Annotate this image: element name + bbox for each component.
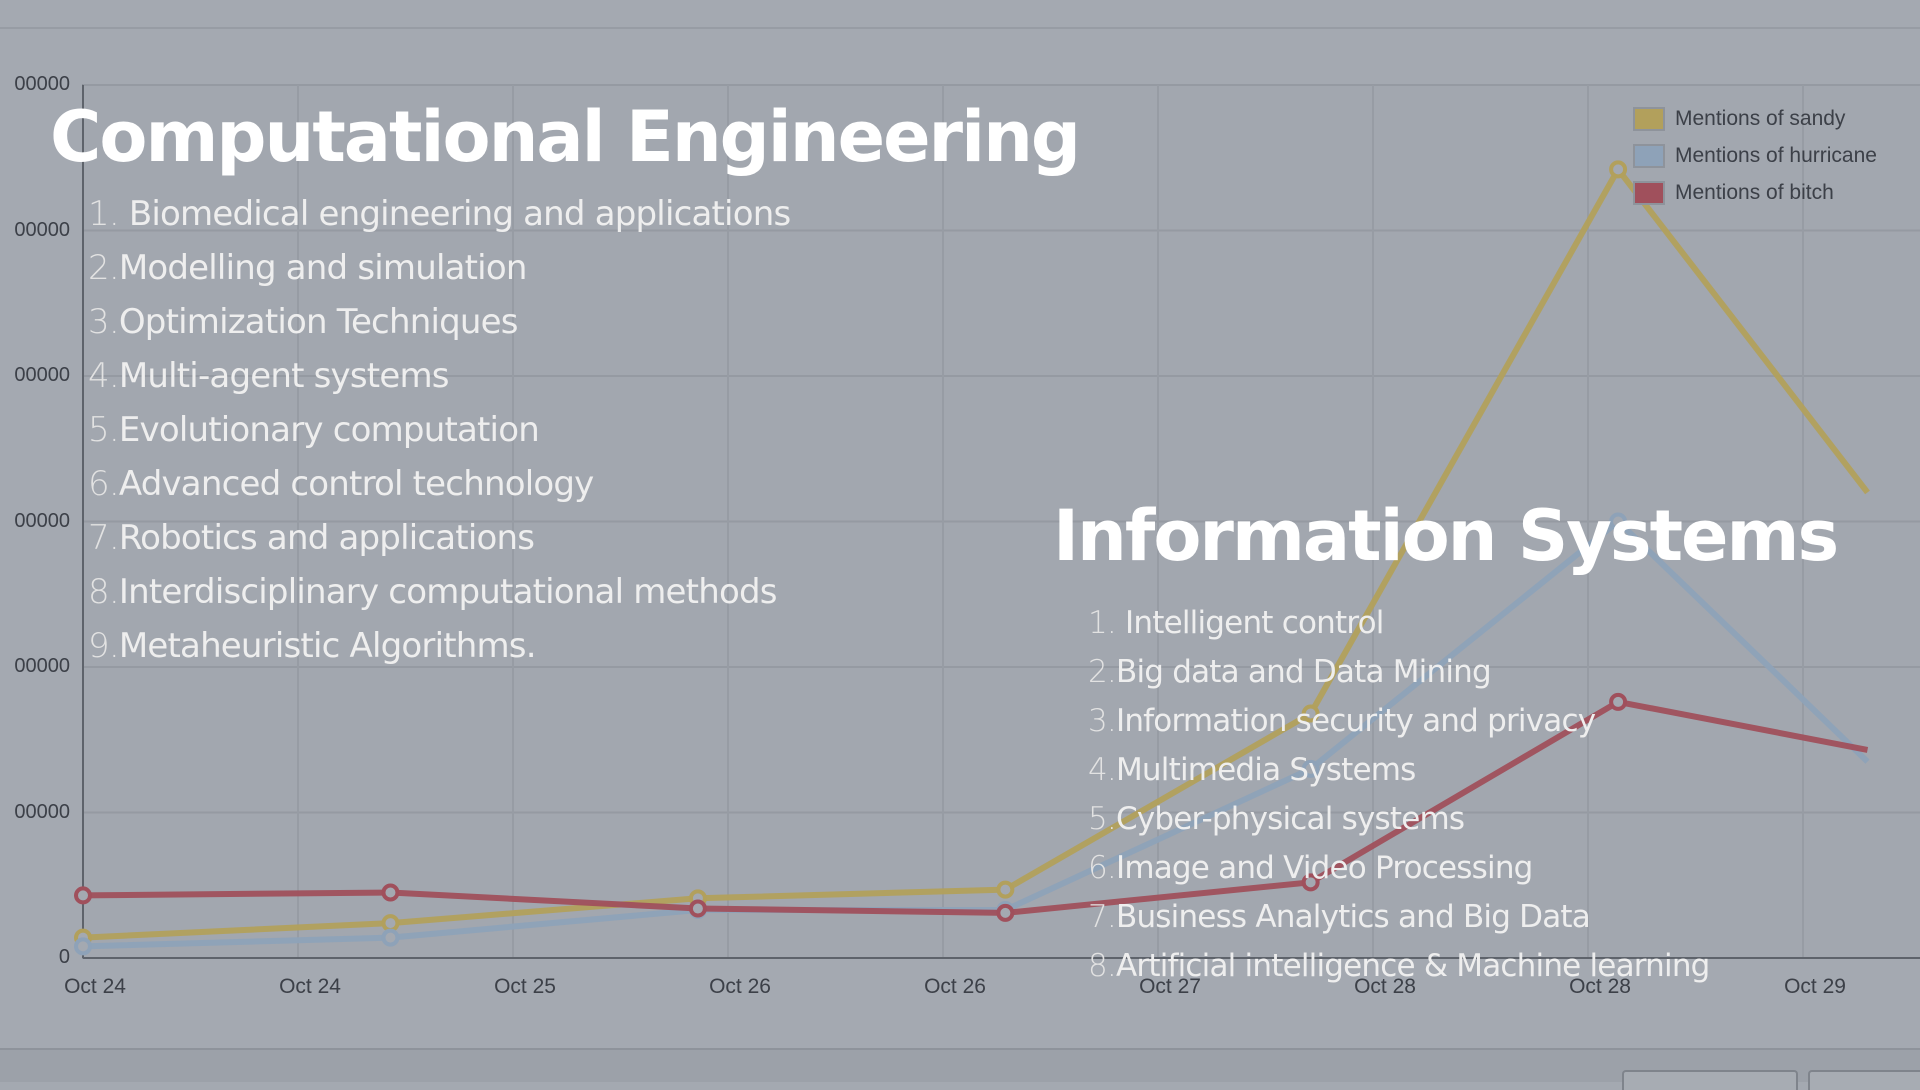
legend-swatch: [1633, 106, 1665, 131]
list-item: 7.Business Analytics and Big Data: [1088, 899, 1591, 935]
chart-legend: Mentions of sandy Mentions of hurricane Me…: [1633, 100, 1920, 211]
y-tick-label: 00000: [14, 218, 70, 241]
list-item: 1. Intelligent control: [1088, 605, 1384, 641]
x-tick-label: Oct 28: [1354, 975, 1416, 998]
legend-swatch: [1633, 143, 1665, 168]
x-tick-label: Oct 29: [1784, 975, 1846, 998]
chart-top-border: [0, 27, 1920, 29]
list-item: 3.Optimization Techniques: [88, 302, 518, 342]
information-systems-title: Information Systems: [1053, 495, 1839, 577]
x-tick-label: Oct 24: [64, 975, 126, 998]
legend-swatch: [1633, 180, 1665, 205]
list-item: 2.Modelling and simulation: [88, 248, 527, 288]
chart-footer-bar: [0, 1048, 1920, 1082]
y-tick-label: 00000: [14, 655, 70, 677]
y-tick-label: 00000: [14, 364, 70, 386]
legend-entry: Mentions of hurricane: [1633, 137, 1920, 174]
data-point: [1609, 692, 1628, 711]
data-point: [381, 883, 400, 902]
footer-button[interactable]: [1808, 1070, 1920, 1090]
y-tick-label: 00000: [14, 73, 70, 95]
x-tick-label: Oct 24: [279, 975, 341, 998]
legend-label: Mentions of bitch: [1675, 180, 1834, 204]
x-tick-label: Oct 26: [924, 975, 986, 998]
list-item: 5.Evolutionary computation: [88, 410, 540, 450]
list-item: 6.Advanced control technology: [88, 464, 594, 504]
information-systems-list: 1. Intelligent control 2.Big data and Da…: [1088, 599, 1710, 991]
list-item: 4.Multimedia Systems: [1088, 752, 1416, 788]
list-item: 2.Big data and Data Mining: [1088, 654, 1492, 690]
data-point: [1301, 759, 1320, 778]
x-tick-label: Oct 26: [709, 975, 771, 998]
list-item: 6.Image and Video Processing: [1088, 850, 1533, 886]
x-tick-label: Oct 25: [494, 975, 556, 998]
list-item: 7.Robotics and applications: [88, 518, 535, 558]
data-point: [74, 886, 92, 905]
data-point: [1301, 873, 1320, 892]
data-point: [1609, 160, 1628, 179]
list-item: 8.Artificial intelligence & Machine lear…: [1088, 948, 1710, 984]
data-point: [381, 928, 400, 947]
data-point: [74, 937, 92, 956]
data-point: [1301, 704, 1320, 723]
footer-button[interactable]: [1622, 1070, 1798, 1090]
list-item: 4.Multi-agent systems: [88, 356, 449, 396]
x-tick-label: Oct 27: [1139, 975, 1201, 998]
list-item: 5.Cyber-physical systems: [1088, 801, 1465, 837]
y-tick-label: 00000: [14, 800, 70, 823]
x-tick-label: Oct 28: [1569, 975, 1631, 998]
y-tick-label: 00000: [14, 509, 70, 532]
computational-engineering-list: 1. Biomedical engineering and applicatio…: [88, 187, 791, 673]
computational-engineering-title: Computational Engineering: [50, 96, 1081, 178]
y-tick-label: 0: [58, 946, 70, 968]
legend-label: Mentions of hurricane: [1675, 143, 1877, 167]
data-point: [381, 914, 400, 933]
data-point: [996, 880, 1015, 899]
list-item: 9.Metaheuristic Algorithms.: [88, 626, 537, 666]
legend-entry: Mentions of bitch: [1633, 174, 1920, 211]
list-item: 1. Biomedical engineering and applicatio…: [88, 194, 791, 234]
data-point: [1609, 512, 1628, 531]
data-point: [996, 903, 1015, 922]
list-item: 8.Interdisciplinary computational method…: [88, 572, 777, 612]
list-item: 3.Information security and privacy: [1088, 703, 1596, 739]
legend-entry: Mentions of sandy: [1633, 100, 1920, 137]
data-point: [688, 899, 707, 918]
legend-label: Mentions of sandy: [1675, 106, 1846, 130]
